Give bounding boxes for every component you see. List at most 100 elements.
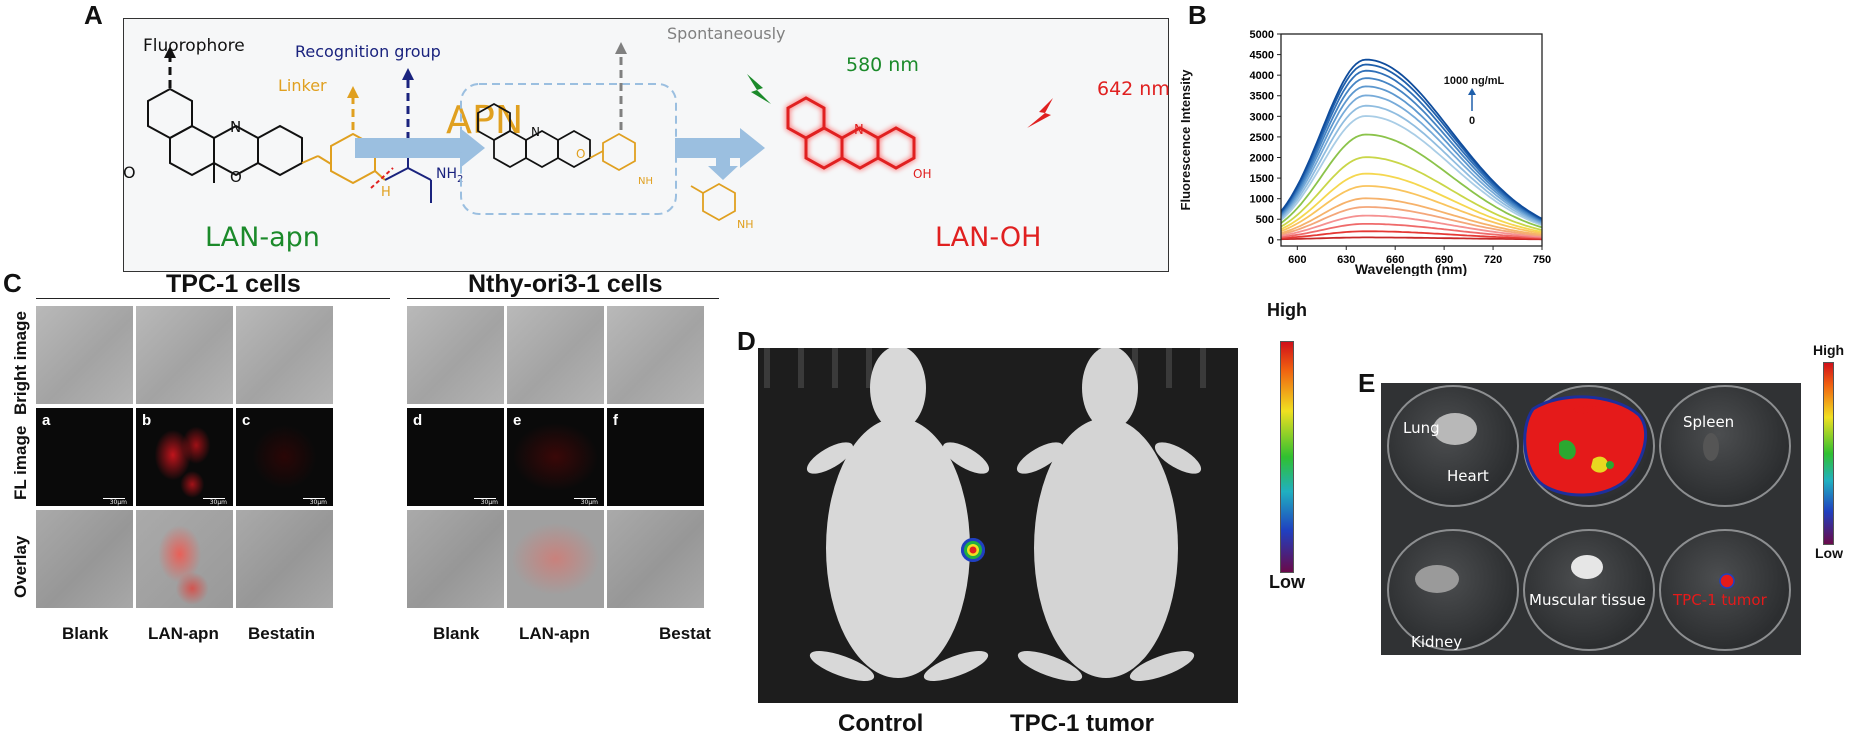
mouse-scale-high: High xyxy=(1267,300,1307,320)
label-muscle: Muscular tissue xyxy=(1529,591,1646,609)
spectrum-line xyxy=(1280,214,1543,238)
well-lung-heart xyxy=(1387,385,1519,507)
fluorescence-chart: 0 500 1000 1500 2000 2500 3000 3500 4000 4500 5000… xyxy=(1178,29,1551,276)
fl-letter-b: b xyxy=(142,412,152,429)
organ-scale-low: Low xyxy=(1815,545,1843,561)
nthy-bestatin-bright xyxy=(607,306,704,404)
nthy-lanapn-bright xyxy=(507,306,604,404)
spectrum-line xyxy=(1280,94,1543,224)
tpc-col-lanapn: LAN-apn xyxy=(148,624,219,643)
fl-letter-f: f xyxy=(613,412,618,429)
n-product: N xyxy=(854,123,864,138)
panel-e-label: E xyxy=(1358,368,1376,398)
label-liver: Liver xyxy=(1559,400,1596,418)
tpc-col-blank: Blank xyxy=(62,624,109,643)
mouse-colorbar xyxy=(1280,341,1294,573)
spectrum-line xyxy=(1280,104,1543,225)
x-tick-label: 720 xyxy=(1484,254,1502,266)
mouse-drawing xyxy=(764,348,1206,681)
panel-b-label: B xyxy=(1188,0,1207,30)
spectrum-line xyxy=(1280,69,1543,221)
y-tick-label: 0 xyxy=(1268,235,1274,247)
organ-scale-high: High xyxy=(1813,342,1845,358)
spectrum-line xyxy=(1280,206,1543,237)
tpc-lanapn-fl: b 30µm xyxy=(136,408,233,506)
x-tick-label: 600 xyxy=(1288,254,1306,266)
well-tumor xyxy=(1659,529,1791,651)
nthy-blank-bright xyxy=(407,306,504,404)
spectrum-line xyxy=(1280,236,1543,241)
spleen-organ xyxy=(1703,433,1719,461)
y-tick-label: 3000 xyxy=(1250,111,1274,123)
nthy-lanapn-overlay xyxy=(507,510,604,608)
spectrum-line xyxy=(1280,172,1543,233)
spectrum-line xyxy=(1280,133,1543,229)
y-tick-label: 2500 xyxy=(1250,132,1274,144)
muscle-organ xyxy=(1571,555,1603,579)
tpc-lanapn-overlay xyxy=(136,510,233,608)
fl-letter-e: e xyxy=(513,412,522,429)
tpc-blank-bright xyxy=(36,306,133,404)
fluorophore-structure xyxy=(147,87,303,183)
tpc-image-grid: a 30µm b 30µm c 30µm xyxy=(36,306,333,613)
linker-label: Linker xyxy=(278,76,327,95)
panel-a-label: A xyxy=(84,0,103,30)
x-tick-label: 660 xyxy=(1386,254,1404,266)
well-spleen xyxy=(1659,385,1791,507)
tpc-lanapn-bright xyxy=(136,306,233,404)
reaction-scheme xyxy=(123,18,1169,272)
y-tick-label: 2000 xyxy=(1250,152,1274,164)
panel-d-label: D xyxy=(737,326,756,356)
linker-structure xyxy=(301,132,386,185)
recognition-group-label: Recognition group xyxy=(295,42,441,61)
y-axis-label: Fluorescence Intensity xyxy=(1178,69,1193,211)
organ-overlay xyxy=(1415,395,1735,593)
chart-curves xyxy=(1280,58,1543,241)
annotation-1000: 1000 ng/mL xyxy=(1444,75,1505,87)
spectrum-line xyxy=(1280,77,1543,222)
well-kidney xyxy=(1387,529,1519,651)
excitation-bolt xyxy=(747,74,771,104)
reaction-scheme-drawing: O N O H NH2 N O NH xyxy=(123,42,1053,231)
y-tick-label: 3500 xyxy=(1250,91,1274,103)
control-label: Control xyxy=(838,710,924,737)
emission-bolt xyxy=(1027,98,1053,128)
tpc-cells-title: TPC-1 cells xyxy=(166,270,301,298)
fl-letter-d: d xyxy=(413,412,423,429)
nthy-cells-title: Nthy-ori3-1 cells xyxy=(468,270,663,298)
chart-frame xyxy=(1280,33,1543,247)
n-intermediate: N xyxy=(531,125,540,139)
well-muscle xyxy=(1523,529,1655,651)
nthy-bestatin-fl: f xyxy=(607,408,704,506)
label-lung: Lung xyxy=(1403,419,1440,437)
nh-leaving: NH xyxy=(737,218,754,231)
fl-letter-c: c xyxy=(242,412,251,429)
leaving-arrow xyxy=(708,148,738,180)
emission-label: 642 nm xyxy=(1097,78,1170,100)
y-tick-label: 1000 xyxy=(1250,194,1274,206)
amide-h: H xyxy=(381,185,391,200)
apn-arrow xyxy=(355,128,485,168)
organ-imaging-panel: Lung Liver Spleen Heart Kidney Muscular … xyxy=(1381,383,1801,655)
scalebar-label: 30µm xyxy=(109,499,127,506)
spectrum-line xyxy=(1280,85,1543,223)
fl-letter-a: a xyxy=(42,412,51,429)
tpc-blank-fl: a 30µm xyxy=(36,408,133,506)
probe-name: LAN-apn xyxy=(205,222,320,253)
y-tick-label: 4500 xyxy=(1250,50,1274,62)
label-heart: Heart xyxy=(1447,467,1489,485)
tumor-organ xyxy=(1719,573,1735,589)
nthy-col-blank: Blank xyxy=(433,624,480,643)
product-name: LAN-OH xyxy=(935,222,1042,253)
tpc-blank-overlay xyxy=(36,510,133,608)
x-tick-label: 690 xyxy=(1435,254,1453,266)
tpc-title-rule xyxy=(36,298,390,299)
control-mouse xyxy=(806,348,990,681)
panel-c-label: C xyxy=(3,268,22,298)
y-axis-ticks: 0 500 1000 1500 2000 2500 3000 3500 4000 4500 5000 xyxy=(1250,29,1281,247)
o-ring: O xyxy=(230,168,242,186)
spontaneously-label: Spontaneously xyxy=(667,24,786,43)
spectrum-line xyxy=(1280,115,1543,227)
tpc-bestatin-bright xyxy=(236,306,333,404)
tpc-bestatin-fl: c 30µm xyxy=(236,408,333,506)
